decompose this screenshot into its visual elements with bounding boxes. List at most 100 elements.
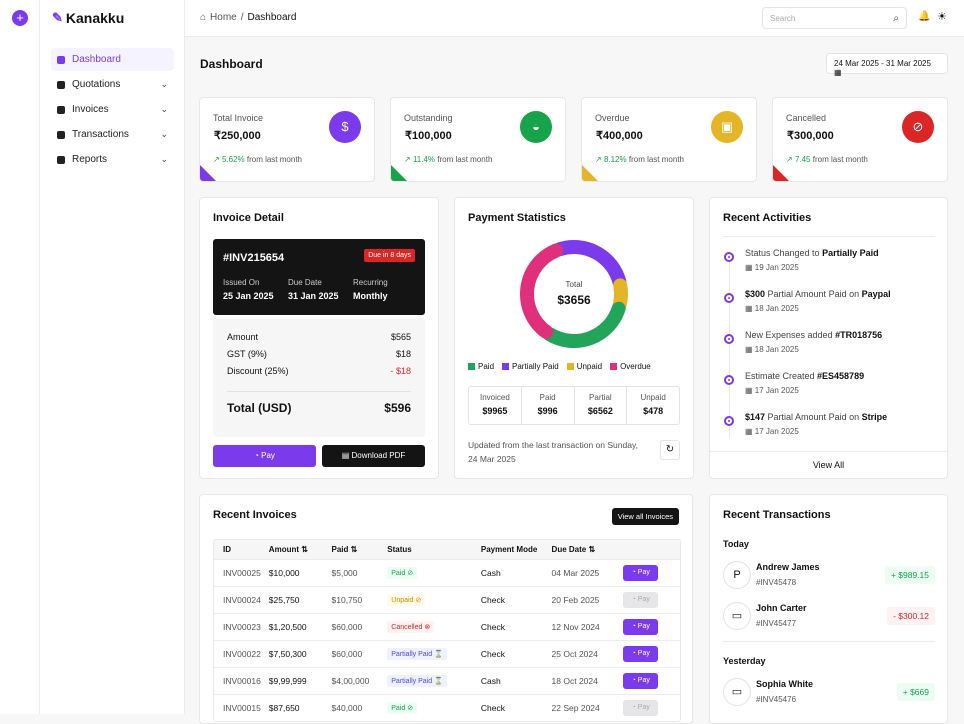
date-range-picker[interactable]: 24 Mar 2025 - 31 Mar 2025 ▦	[826, 53, 948, 77]
activity-mid: Partial Amount Paid on	[765, 412, 862, 422]
total-label: Total (USD)	[227, 401, 292, 415]
payment-statistics-card: Payment Statistics Total $3656 Paid Parti…	[454, 197, 694, 479]
payment-mode-cell: Check	[480, 595, 505, 605]
trend-text: from last month	[628, 155, 684, 164]
chevron-down-icon: ⌄	[160, 129, 168, 139]
activity-highlight: $300	[745, 289, 766, 299]
paid-cell: $4,00,000	[331, 676, 370, 686]
action-cell: ◔ Pay	[623, 592, 680, 608]
stat-value: ₹300,000	[787, 130, 834, 142]
pay-label: Pay	[637, 650, 650, 657]
dollar-icon: $	[329, 111, 361, 143]
pay-button[interactable]: ◔ Pay	[213, 445, 316, 467]
summary-invoiced: Invoiced $9965	[469, 387, 522, 424]
due-date-cell: 25 Oct 2024	[551, 649, 598, 659]
invoice-id-cell[interactable]: INV00022	[223, 649, 261, 659]
breadcrumb-home[interactable]: Home	[210, 12, 237, 23]
activity-date: ▦ 18 Jan 2025	[745, 304, 799, 313]
invoice-id-cell[interactable]: INV00015	[223, 703, 261, 713]
invoice-id-cell[interactable]: INV00024	[223, 595, 261, 605]
row-pay-button[interactable]: ◔ Pay	[623, 619, 659, 635]
row-pay-button[interactable]: ◔ Pay	[623, 646, 659, 662]
accent-corner	[582, 165, 598, 181]
transaction-item[interactable]: P Andrew James #INV45478 + $989.15	[723, 557, 935, 593]
bell-icon[interactable]: 🔔	[918, 11, 931, 22]
timeline-line	[729, 258, 730, 438]
sidebar-item-quotations[interactable]: Quotations ⌄	[51, 73, 174, 96]
quotations-icon	[57, 80, 65, 89]
summary-label: Unpaid	[640, 393, 666, 402]
activity-date-value: 19 Jan 2025	[754, 263, 799, 272]
trend-text: from last month	[812, 155, 868, 164]
pay-icon: ◔	[631, 623, 638, 630]
paid-cell: $60,000	[331, 622, 363, 632]
sidebar-item-label: Quotations	[72, 79, 121, 90]
column-header[interactable]: Paid ⇅	[331, 545, 358, 554]
divider	[723, 236, 935, 237]
invoice-id-cell[interactable]: INV00016	[223, 676, 261, 686]
recurring-label: Recurring	[353, 278, 388, 287]
app-logo[interactable]: ✎ Kanakku	[52, 10, 124, 26]
theme-toggle-icon[interactable]: ☀	[937, 11, 947, 23]
status-text: Cancelled	[391, 624, 423, 631]
status-icon: ⊘	[405, 705, 414, 712]
payment-mode-cell: Cash	[480, 676, 501, 686]
paid-cell: $40,000	[331, 703, 363, 713]
view-all-activities[interactable]: View All	[710, 451, 947, 478]
transaction-item[interactable]: ▭ John Carter #INV45477 - $300.12	[723, 598, 935, 634]
activity-text: $147 Partial Amount Paid on Stripe	[745, 412, 887, 422]
status-cell: Partially Paid ⌛	[387, 675, 481, 687]
column-header: Payment Mode	[480, 545, 538, 554]
search-input[interactable]: Search ⌕	[762, 7, 907, 29]
table-row: INV00025 $10,000 $5,000 Paid ⊘ Cash 04 Mar 20…	[214, 559, 680, 586]
gst-value: $18	[395, 349, 411, 359]
invoice-id-cell[interactable]: INV00025	[223, 568, 261, 578]
activity-mid: Partial Amount Paid on	[765, 289, 862, 299]
sidebar-item-dashboard[interactable]: Dashboard	[51, 48, 174, 71]
status-icon: ⌛	[432, 651, 443, 658]
summary-value: $478	[643, 406, 664, 416]
recent-activities-card: Recent Activities Status Changed to Part…	[709, 197, 948, 479]
issued-label: Issued On	[223, 278, 260, 287]
sidebar-item-reports[interactable]: Reports ⌄	[51, 148, 174, 171]
column-header[interactable]: Due Date ⇅	[551, 545, 596, 554]
status-badge: Cancelled ⊗	[387, 621, 435, 633]
recent-transactions-title: Recent Transactions	[723, 509, 831, 521]
transaction-item[interactable]: ▭ Sophia White #INV45476 + $669	[723, 674, 935, 710]
add-icon[interactable]: +	[12, 10, 28, 26]
sidebar-item-invoices[interactable]: Invoices ⌄	[51, 98, 174, 121]
payment-mode-cell: Cash	[480, 568, 501, 578]
stat-value: ₹250,000	[214, 130, 261, 142]
refresh-icon[interactable]: ↻	[660, 440, 680, 460]
stat-trend: ↗ 8.12% from last month	[595, 155, 684, 164]
transaction-name: Andrew James	[756, 562, 820, 572]
pay-icon: ◔	[254, 451, 259, 460]
sidebar-nav: Dashboard Quotations ⌄ Invoices ⌄ Transact…	[51, 48, 174, 173]
row-pay-button[interactable]: ◔ Pay	[623, 673, 659, 689]
legend-label: Partially Paid	[512, 362, 559, 371]
amount-label: Amount	[227, 332, 259, 342]
download-pdf-button[interactable]: ▤ Download PDF	[322, 445, 425, 467]
due-date-cell: 12 Nov 2024	[551, 622, 600, 632]
sidebar-item-transactions[interactable]: Transactions ⌄	[51, 123, 174, 146]
table-row: INV00024 $25,750 $10,750 Unpaid ⊘ Check 20 Fe…	[214, 586, 680, 613]
activity-date: ▦ 18 Jan 2025	[745, 345, 799, 354]
status-icon: ⌛	[432, 678, 443, 685]
legend-label: Paid	[478, 362, 495, 371]
action-cell: ◔ Pay	[623, 673, 680, 689]
legend-item: Partially Paid	[502, 362, 559, 371]
total-value: $596	[384, 401, 411, 415]
column-header[interactable]: Amount ⇅	[268, 545, 308, 554]
trend-percent: 7.45	[794, 155, 811, 164]
timeline-dot-icon	[724, 293, 734, 303]
invoice-id-cell[interactable]: INV00023	[223, 622, 261, 632]
calendar-icon: ▦	[834, 68, 842, 77]
total-row: Total (USD) $596	[227, 401, 411, 415]
transaction-name: John Carter	[756, 603, 807, 613]
invoice-breakdown: Amount $565 GST (9%) $18 Discount (25%) - $…	[213, 318, 425, 437]
calendar-icon: ▦	[745, 427, 755, 436]
view-all-invoices-button[interactable]: View all Invoices	[611, 508, 679, 525]
stat-label: Cancelled	[786, 113, 827, 123]
recurring-value: Monthly	[353, 291, 388, 301]
row-pay-button[interactable]: ◔ Pay	[623, 565, 659, 581]
